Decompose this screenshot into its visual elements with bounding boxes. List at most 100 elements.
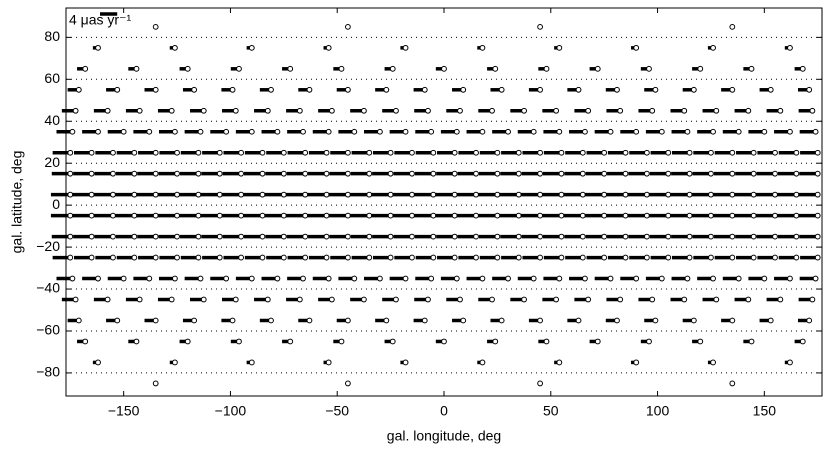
vector-origin (594, 338, 601, 345)
vector-origin (708, 149, 714, 156)
vector-origin (457, 296, 463, 303)
vector-origin (402, 128, 409, 135)
vector-origin (387, 212, 394, 219)
vector-origin (216, 254, 223, 261)
vector-origin (302, 191, 309, 198)
vector-origin (684, 128, 691, 135)
vector-origin (494, 170, 501, 177)
vector-origin (633, 359, 640, 366)
vector-origin (622, 149, 629, 156)
vector-origin (617, 296, 624, 303)
vector-origin (110, 191, 116, 198)
vector-origin (409, 149, 415, 156)
vector-origin (110, 170, 116, 177)
vector-origin (729, 23, 736, 30)
vector-origin (649, 296, 656, 303)
vector-origin (473, 254, 479, 261)
vector-origin (479, 359, 486, 366)
vector-origin (300, 128, 306, 135)
vector-origin (665, 191, 672, 198)
vector-origin (686, 191, 693, 198)
vector-origin (681, 107, 688, 114)
vector-origin (195, 233, 202, 240)
vector-origin (67, 233, 74, 240)
vector-origin (809, 107, 816, 114)
vector-origin (67, 254, 74, 261)
vector-origin (793, 212, 800, 219)
vector-origin (421, 86, 428, 93)
vector-origin (172, 128, 178, 135)
vector-origin (614, 86, 620, 93)
vector-origin (259, 233, 266, 240)
vector-origin (515, 170, 522, 177)
vector-origin (75, 317, 82, 324)
vector-origin (772, 212, 778, 219)
vector-origin (425, 107, 431, 114)
vector-origin (366, 191, 373, 198)
vector-origin (579, 233, 586, 240)
vector-origin (558, 212, 565, 219)
vector-origin (665, 170, 672, 177)
vector-origin (430, 191, 437, 198)
vector-origin (232, 107, 239, 114)
vector-origin (274, 128, 281, 135)
vector-origin (131, 191, 138, 198)
vector-origin (451, 233, 458, 240)
vector-origin (323, 212, 330, 219)
vector-origin (383, 317, 390, 324)
vector-origin (338, 65, 345, 72)
vector-origin (767, 317, 774, 324)
vector-origin (344, 86, 351, 93)
vector-origin (174, 254, 180, 261)
vector-origin (174, 233, 180, 240)
vector-origin (607, 275, 614, 282)
vector-origin (216, 212, 223, 219)
vector-origin (238, 149, 245, 156)
vector-origin (259, 212, 266, 219)
vector-origin (537, 233, 544, 240)
vector-origin (643, 149, 650, 156)
vector-origin (658, 275, 665, 282)
vector-origin (361, 107, 367, 114)
vector-origin (473, 149, 479, 156)
vector-origin (110, 149, 116, 156)
vector-origin (95, 359, 101, 366)
vector-origin (601, 170, 608, 177)
vector-origin (280, 233, 287, 240)
vector-origin (492, 65, 499, 72)
vector-origin (494, 254, 501, 261)
vector-origin (729, 149, 736, 156)
vector-origin (88, 212, 95, 219)
vector-origin (387, 149, 394, 156)
vector-origin (814, 212, 821, 219)
vector-origin (643, 170, 650, 177)
vector-origin (110, 254, 116, 261)
vector-origin (238, 254, 245, 261)
vector-origin (133, 338, 140, 345)
vector-origin (530, 128, 537, 135)
vector-origin (306, 86, 313, 93)
vector-origin (494, 191, 501, 198)
vector-origin (366, 254, 373, 261)
vector-origin (729, 233, 736, 240)
vector-origin (216, 191, 223, 198)
vector-origin (537, 191, 544, 198)
vector-origin (344, 212, 351, 219)
vector-origin (665, 254, 672, 261)
vector-origin (361, 296, 367, 303)
vector-origin (425, 296, 431, 303)
vector-origin (579, 170, 586, 177)
vector-origin (88, 233, 95, 240)
vector-origin (387, 191, 394, 198)
vector-origin (325, 44, 332, 51)
vector-origin (120, 275, 127, 282)
vector-origin (229, 317, 236, 324)
vector-origin (489, 296, 495, 303)
vector-origin (328, 296, 335, 303)
vector-origin (601, 233, 608, 240)
vector-origin (274, 275, 281, 282)
vector-origin (537, 23, 544, 30)
vector-origin (300, 275, 306, 282)
vector-origin (772, 233, 778, 240)
vector-origin (750, 149, 757, 156)
